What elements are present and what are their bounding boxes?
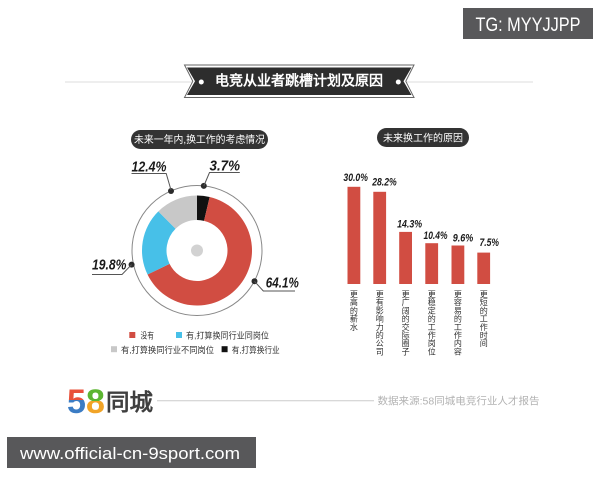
svg-text:阔: 阔: [402, 305, 410, 315]
svg-text:的: 的: [376, 330, 384, 340]
svg-text:际: 际: [402, 331, 410, 340]
svg-text:8: 8: [86, 383, 105, 421]
svg-text:工: 工: [454, 323, 462, 332]
svg-text:位: 位: [428, 346, 436, 356]
svg-text:没有: 没有: [141, 331, 155, 341]
svg-text:更: 更: [376, 290, 384, 299]
svg-text:有,打算换行业: 有,打算换行业: [232, 345, 280, 355]
svg-text:电竞从业者跳槽计划及原因: 电竞从业者跳槽计划及原因: [215, 73, 383, 89]
svg-text:的: 的: [454, 314, 462, 324]
svg-text:交: 交: [402, 322, 410, 332]
svg-text:更: 更: [350, 290, 358, 299]
svg-text:未来换工作的原因: 未来换工作的原因: [383, 132, 463, 145]
svg-text:未来一年内,换工作的考虑情况: 未来一年内,换工作的考虑情况: [134, 133, 265, 146]
svg-text:9.6%: 9.6%: [453, 233, 474, 245]
svg-text:的: 的: [428, 314, 436, 324]
svg-text:有,打算换同行业同岗位: 有,打算换同行业同岗位: [186, 331, 269, 341]
svg-text:14.3%: 14.3%: [397, 219, 422, 231]
svg-text:工: 工: [480, 315, 488, 324]
svg-text:数据来源:58同城电竞行业人才报告: 数据来源:58同城电竞行业人才报告: [378, 395, 540, 408]
svg-text:广: 广: [402, 297, 410, 307]
svg-text:间: 间: [480, 339, 488, 348]
svg-text:圈: 圈: [402, 339, 410, 348]
svg-text:有: 有: [376, 297, 384, 307]
svg-text:同城: 同城: [106, 389, 153, 415]
svg-text:10.4%: 10.4%: [424, 230, 448, 242]
svg-text:内: 内: [454, 338, 462, 348]
svg-text:5: 5: [67, 383, 86, 421]
svg-text:12.4%: 12.4%: [132, 159, 167, 176]
svg-text:有,打算换同行业不同岗位: 有,打算换同行业不同岗位: [121, 345, 214, 355]
svg-text:力: 力: [376, 322, 384, 332]
svg-text:司: 司: [376, 347, 384, 356]
svg-text:岗: 岗: [428, 339, 436, 348]
svg-text:稳: 稳: [428, 297, 436, 307]
svg-text:作: 作: [480, 322, 488, 332]
svg-text:更: 更: [480, 290, 488, 299]
svg-text:短: 短: [480, 297, 488, 307]
svg-text:30.0%: 30.0%: [343, 172, 368, 184]
svg-text:作: 作: [428, 330, 436, 340]
svg-text:高: 高: [350, 297, 358, 307]
svg-text:容: 容: [454, 297, 462, 307]
svg-text:7.5%: 7.5%: [480, 237, 500, 249]
svg-text:www.official-cn-9sport.com: www.official-cn-9sport.com: [19, 444, 240, 463]
svg-text:薪: 薪: [350, 314, 358, 324]
svg-text:更: 更: [428, 290, 436, 299]
svg-text:的: 的: [480, 305, 488, 315]
svg-text:时: 时: [480, 330, 488, 340]
svg-text:的: 的: [402, 314, 410, 324]
svg-text:的: 的: [350, 305, 358, 315]
svg-text:定: 定: [428, 305, 436, 315]
svg-text:公: 公: [376, 339, 384, 348]
svg-text:更: 更: [454, 290, 462, 299]
svg-text:3.7%: 3.7%: [210, 158, 241, 175]
svg-text:响: 响: [376, 314, 384, 324]
svg-text:作: 作: [454, 330, 462, 340]
svg-text:19.8%: 19.8%: [92, 257, 127, 274]
svg-text:子: 子: [402, 347, 410, 356]
svg-text:更: 更: [402, 290, 410, 299]
svg-text:64.1%: 64.1%: [266, 275, 299, 292]
svg-text:工: 工: [428, 323, 436, 332]
svg-text:28.2%: 28.2%: [371, 176, 396, 188]
svg-text:容: 容: [454, 346, 462, 356]
svg-text:TG: MYYJJPP: TG: MYYJJPP: [476, 15, 581, 36]
svg-text:影: 影: [376, 305, 384, 315]
svg-text:水: 水: [350, 322, 358, 332]
svg-text:易: 易: [454, 306, 462, 315]
